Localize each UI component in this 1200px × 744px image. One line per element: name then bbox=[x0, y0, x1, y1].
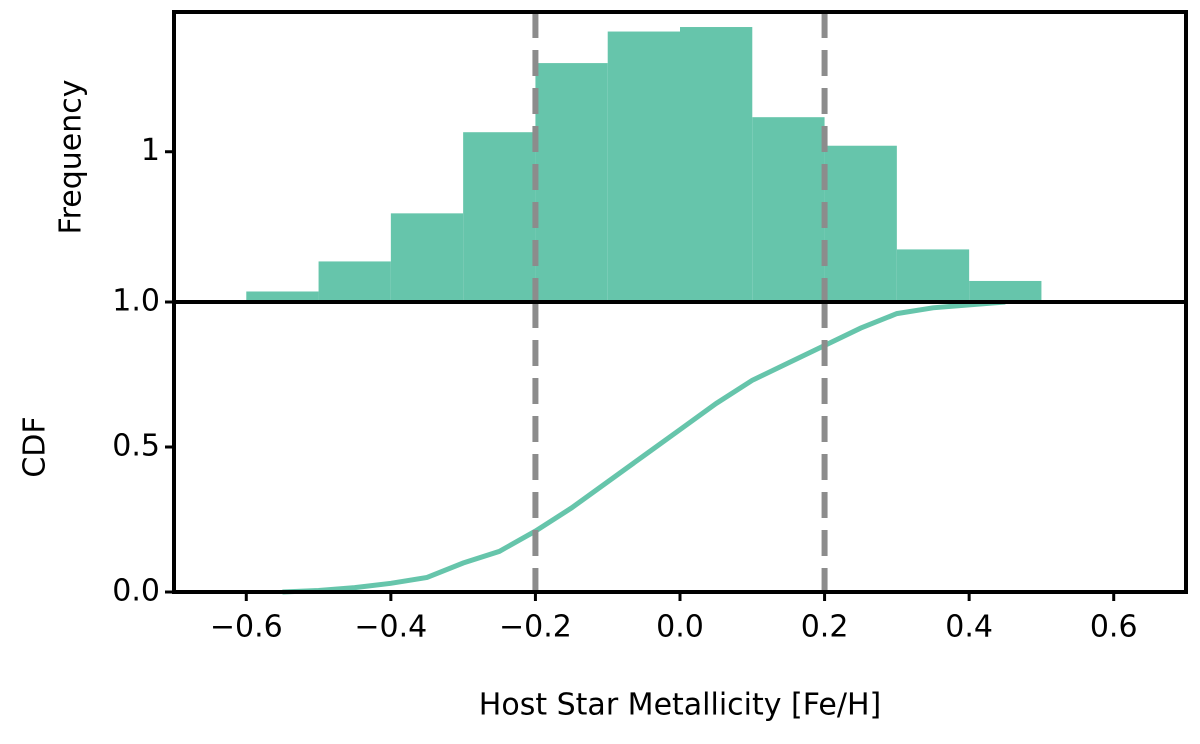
bar bbox=[680, 27, 753, 302]
x-axis-label: Host Star Metallicity [Fe/H] bbox=[479, 688, 881, 723]
y-axis-label: Frequency bbox=[54, 80, 89, 235]
bar bbox=[969, 280, 1042, 302]
x-tick-label: 0.6 bbox=[1090, 610, 1138, 645]
y-axis-label: CDF bbox=[18, 416, 53, 477]
bar bbox=[318, 261, 391, 302]
bar bbox=[535, 63, 608, 303]
bar bbox=[896, 249, 970, 302]
bar bbox=[246, 291, 319, 302]
y-tick-label: 1 bbox=[141, 133, 160, 168]
x-tick-label: −0.4 bbox=[354, 610, 427, 645]
bar bbox=[463, 132, 536, 302]
x-tick-label: −0.6 bbox=[210, 610, 283, 645]
bar bbox=[607, 31, 680, 302]
x-tick-label: 0.2 bbox=[801, 610, 849, 645]
bar bbox=[824, 145, 897, 302]
bar bbox=[752, 117, 825, 302]
plot-frame bbox=[172, 300, 1188, 594]
y-tick-label: 0.0 bbox=[112, 574, 160, 609]
x-tick-label: 0.4 bbox=[945, 610, 993, 645]
cdf-line bbox=[282, 299, 1006, 595]
x-tick-label: 0.0 bbox=[656, 610, 704, 645]
y-tick-label: 1.0 bbox=[112, 284, 160, 319]
bar bbox=[390, 213, 464, 302]
x-tick-label: −0.2 bbox=[499, 610, 572, 645]
y-tick-label: 0.5 bbox=[112, 429, 160, 464]
